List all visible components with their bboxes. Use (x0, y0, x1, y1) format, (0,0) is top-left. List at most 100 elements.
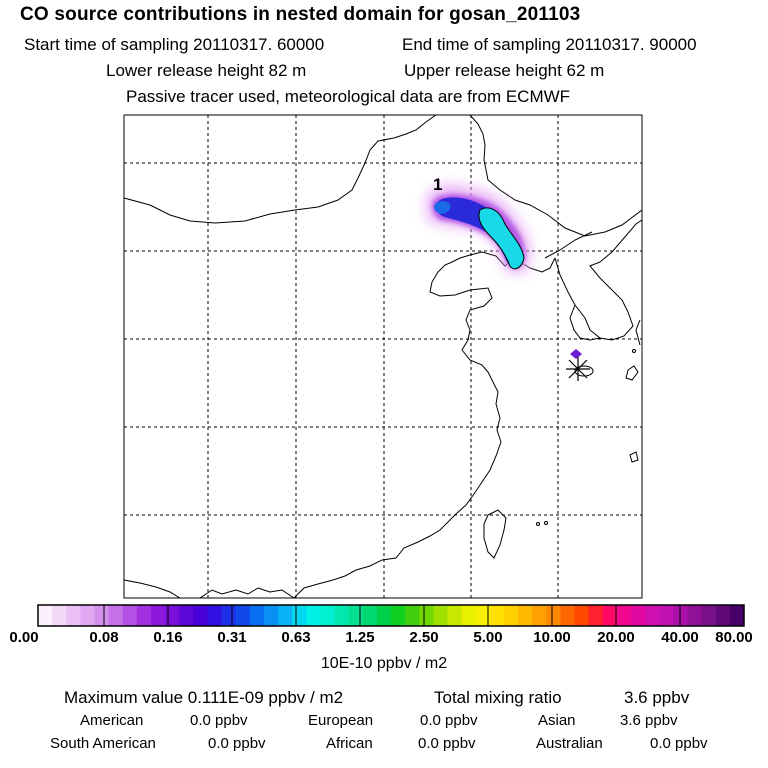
border-line (469, 115, 642, 237)
border-line (199, 587, 295, 598)
colorbar-swatch (645, 605, 660, 626)
coast-line (625, 365, 639, 381)
region-south-american-label: South American (50, 735, 156, 752)
colorbar-swatch (560, 605, 576, 626)
colorbar-swatch (108, 605, 124, 626)
tracer-note-text: Passive tracer used, meteorological data… (126, 87, 571, 106)
colorbar-swatch (433, 605, 448, 626)
colorbar-swatch (362, 605, 378, 626)
island-dot (536, 522, 540, 526)
colorbar-tick: 80.00 (715, 629, 753, 646)
colorbar-swatch (687, 605, 703, 626)
colorbar-swatch (461, 605, 477, 626)
colorbar-swatch (419, 605, 434, 626)
colorbar-tick: 1.25 (345, 629, 375, 646)
colorbar-swatch (574, 605, 590, 626)
colorbar-swatch (52, 605, 67, 626)
region-african-value: 0.0 ppbv (418, 735, 476, 752)
colorbar-swatch (320, 605, 336, 626)
colorbar-swatch (334, 605, 350, 626)
figure-title: CO source contributions in nested domain… (20, 4, 581, 25)
colorbar (37, 604, 745, 627)
colorbar-swatch (165, 605, 180, 626)
colorbar-swatch (235, 605, 251, 626)
coast-line (635, 319, 641, 346)
region-american-value: 0.0 ppbv (190, 712, 248, 729)
island-dot (544, 521, 548, 525)
coast-line (293, 339, 502, 598)
colorbar-swatch (221, 605, 237, 626)
plume-core (436, 197, 520, 266)
tracer-plume (424, 184, 532, 275)
colorbar-swatch (602, 605, 618, 626)
taiwan-island (483, 509, 507, 559)
receptor-marker (566, 349, 590, 381)
border-line (124, 115, 437, 224)
colorbar-swatch (306, 605, 321, 626)
plume-cyan (478, 207, 525, 270)
colorbar-swatch (715, 605, 731, 626)
coast-line (629, 451, 639, 463)
colorbar-tick: 0.63 (281, 629, 311, 646)
end-time-text: End time of sampling 20110317. 90000 (402, 35, 697, 54)
jeju-island (574, 365, 594, 377)
colorbar-swatch (518, 605, 533, 626)
colorbar-swatch (673, 605, 689, 626)
coast-line (554, 219, 642, 341)
total-mixing-value: 3.6 ppbv (624, 688, 690, 707)
coastlines (124, 115, 642, 598)
map-frame (123, 114, 643, 599)
colorbar-swatch (38, 605, 53, 626)
colorbar-swatch (193, 605, 208, 626)
border-line (544, 231, 593, 259)
colorbar-tick: 0.00 (9, 629, 39, 646)
colorbar-frame (37, 604, 745, 627)
coast-line (431, 251, 556, 283)
receptor-dot (570, 349, 582, 359)
upper-height-text: Upper release height 62 m (404, 61, 605, 80)
colorbar-swatch (278, 605, 293, 626)
colorbar-swatch (348, 605, 364, 626)
colorbar-swatch (631, 605, 646, 626)
colorbar-unit: 10E-10 ppbv / m2 (320, 655, 448, 672)
plume-blob (434, 201, 451, 214)
colorbar-swatch (489, 605, 505, 626)
colorbar-tick: 20.00 (597, 629, 635, 646)
colorbar-swatch (546, 605, 561, 626)
region-asian-label: Asian (538, 712, 576, 729)
colorbar-tick: 40.00 (661, 629, 699, 646)
colorbar-swatch (588, 605, 604, 626)
star-icon (566, 357, 590, 381)
colorbar-swatch (207, 605, 223, 626)
plume-label: 1 (433, 175, 443, 194)
colorbar-swatch (701, 605, 717, 626)
colorbar-swatch (532, 605, 547, 626)
colorbar-swatch (729, 605, 745, 626)
colorbar-swatch (80, 605, 95, 626)
colorbar-swatch (376, 605, 392, 626)
colorbar-swatch (447, 605, 463, 626)
coast-line (429, 281, 493, 341)
colorbar-swatch (391, 605, 406, 626)
colorbar-swatch (263, 605, 279, 626)
coast-line (569, 304, 601, 341)
region-australian-label: Australian (536, 735, 603, 752)
border-line (124, 579, 181, 598)
colorbar-swatch (659, 605, 674, 626)
region-south-american-value: 0.0 ppbv (208, 735, 266, 752)
colorbar-swatch (249, 605, 265, 626)
region-american-label: American (80, 712, 144, 729)
colorbar-swatch (475, 605, 491, 626)
start-time-text: Start time of sampling 20110317. 60000 (24, 35, 325, 54)
total-mixing-label: Total mixing ratio (434, 688, 562, 707)
colorbar-swatch (405, 605, 420, 626)
region-australian-value: 0.0 ppbv (650, 735, 708, 752)
lat-lon-grid (124, 115, 642, 598)
colorbar-swatch (616, 605, 632, 626)
colorbar-tick: 10.00 (533, 629, 571, 646)
colorbar-swatch (94, 605, 110, 626)
colorbar-swatch (150, 605, 166, 626)
region-african-label: African (326, 735, 373, 752)
colorbar-swatch (179, 605, 194, 626)
